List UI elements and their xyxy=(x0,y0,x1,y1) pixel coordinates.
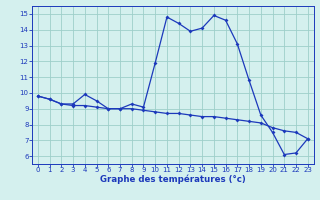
X-axis label: Graphe des températures (°c): Graphe des températures (°c) xyxy=(100,175,246,184)
